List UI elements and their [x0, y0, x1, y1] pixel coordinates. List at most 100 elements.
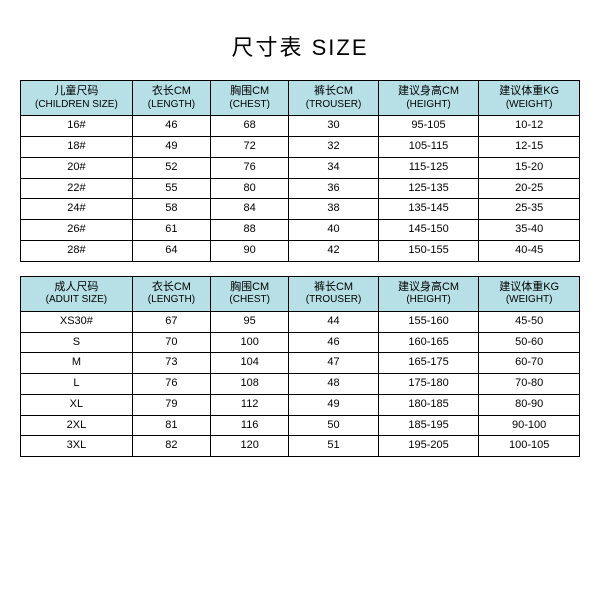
- adult-cell: 60-70: [479, 353, 580, 374]
- children-header-0-l2: (CHILDREN SIZE): [23, 99, 130, 112]
- adult-cell: 81: [132, 415, 210, 436]
- children-cell: 115-125: [378, 157, 479, 178]
- adult-header-3-l2: (TROUSER): [291, 294, 375, 307]
- children-cell: 34: [289, 157, 378, 178]
- adult-cell: 90-100: [479, 415, 580, 436]
- children-header-1: 衣长CM(LENGTH): [132, 81, 210, 116]
- adult-cell: 100: [211, 332, 289, 353]
- adult-cell: 48: [289, 374, 378, 395]
- adult-cell: S: [21, 332, 133, 353]
- children-cell: 95-105: [378, 116, 479, 137]
- adult-cell: 3XL: [21, 436, 133, 457]
- children-cell: 35-40: [479, 220, 580, 241]
- children-cell: 36: [289, 178, 378, 199]
- adult-cell: 47: [289, 353, 378, 374]
- table-row: XS30#679544155-16045-50: [21, 311, 580, 332]
- adult-cell: 51: [289, 436, 378, 457]
- children-cell: 22#: [21, 178, 133, 199]
- adult-cell: 50: [289, 415, 378, 436]
- children-cell: 58: [132, 199, 210, 220]
- children-cell: 90: [211, 240, 289, 261]
- table-row: 24#588438135-14525-35: [21, 199, 580, 220]
- children-header-3-l2: (TROUSER): [291, 99, 375, 112]
- children-header-4: 建议身高CM(HEIGHT): [378, 81, 479, 116]
- adult-cell: 2XL: [21, 415, 133, 436]
- children-cell: 18#: [21, 137, 133, 158]
- adult-header-5-l2: (WEIGHT): [481, 294, 577, 307]
- adult-cell: 46: [289, 332, 378, 353]
- children-cell: 68: [211, 116, 289, 137]
- adult-header-1-l1: 衣长CM: [135, 281, 208, 295]
- table-row: XL7911249180-18580-90: [21, 394, 580, 415]
- children-cell: 24#: [21, 199, 133, 220]
- table-row: S7010046160-16550-60: [21, 332, 580, 353]
- adult-header-1: 衣长CM(LENGTH): [132, 276, 210, 311]
- children-cell: 105-115: [378, 137, 479, 158]
- children-header-5-l2: (WEIGHT): [481, 99, 577, 112]
- adult-cell: 44: [289, 311, 378, 332]
- adult-header-4-l2: (HEIGHT): [381, 294, 477, 307]
- adult-cell: 108: [211, 374, 289, 395]
- children-header-row: 儿童尺码(CHILDREN SIZE)衣长CM(LENGTH)胸围CM(CHES…: [21, 81, 580, 116]
- table-row: 16#46683095-10510-12: [21, 116, 580, 137]
- children-cell: 84: [211, 199, 289, 220]
- adult-header-0-l1: 成人尺码: [23, 281, 130, 295]
- adult-header-2-l1: 胸围CM: [213, 281, 286, 295]
- adult-cell: XL: [21, 394, 133, 415]
- children-size-table: 儿童尺码(CHILDREN SIZE)衣长CM(LENGTH)胸围CM(CHES…: [20, 80, 580, 262]
- children-cell: 32: [289, 137, 378, 158]
- adult-cell: 116: [211, 415, 289, 436]
- children-cell: 49: [132, 137, 210, 158]
- adult-cell: 82: [132, 436, 210, 457]
- adult-header-4: 建议身高CM(HEIGHT): [378, 276, 479, 311]
- adult-cell: 175-180: [378, 374, 479, 395]
- children-header-3: 裤长CM(TROUSER): [289, 81, 378, 116]
- children-cell: 46: [132, 116, 210, 137]
- children-header-0: 儿童尺码(CHILDREN SIZE): [21, 81, 133, 116]
- adult-cell: 112: [211, 394, 289, 415]
- table-row: 2XL8111650185-19590-100: [21, 415, 580, 436]
- adult-header-3-l1: 裤长CM: [291, 281, 375, 295]
- adult-cell: 70-80: [479, 374, 580, 395]
- table-row: 3XL8212051195-205100-105: [21, 436, 580, 457]
- children-header-2-l1: 胸围CM: [213, 85, 286, 99]
- children-cell: 38: [289, 199, 378, 220]
- children-header-2-l2: (CHEST): [213, 99, 286, 112]
- adult-cell: 73: [132, 353, 210, 374]
- children-header-5: 建议体重KG(WEIGHT): [479, 81, 580, 116]
- adult-header-4-l1: 建议身高CM: [381, 281, 477, 295]
- adult-cell: 70: [132, 332, 210, 353]
- children-cell: 52: [132, 157, 210, 178]
- children-cell: 28#: [21, 240, 133, 261]
- children-header-1-l2: (LENGTH): [135, 99, 208, 112]
- children-header-0-l1: 儿童尺码: [23, 85, 130, 99]
- table-row: 26#618840145-15035-40: [21, 220, 580, 241]
- adult-size-table: 成人尺码(ADUIT SIZE)衣长CM(LENGTH)胸围CM(CHEST)裤…: [20, 276, 580, 458]
- adult-header-3: 裤长CM(TROUSER): [289, 276, 378, 311]
- children-cell: 10-12: [479, 116, 580, 137]
- children-cell: 88: [211, 220, 289, 241]
- table-row: L7610848175-18070-80: [21, 374, 580, 395]
- children-cell: 64: [132, 240, 210, 261]
- adult-cell: 160-165: [378, 332, 479, 353]
- adult-cell: M: [21, 353, 133, 374]
- children-cell: 20-25: [479, 178, 580, 199]
- adult-cell: 155-160: [378, 311, 479, 332]
- adult-cell: XS30#: [21, 311, 133, 332]
- adult-cell: 100-105: [479, 436, 580, 457]
- children-cell: 135-145: [378, 199, 479, 220]
- adult-cell: 45-50: [479, 311, 580, 332]
- adult-cell: 67: [132, 311, 210, 332]
- adult-header-row: 成人尺码(ADUIT SIZE)衣长CM(LENGTH)胸围CM(CHEST)裤…: [21, 276, 580, 311]
- children-cell: 16#: [21, 116, 133, 137]
- table-row: 22#558036125-13520-25: [21, 178, 580, 199]
- adult-cell: 104: [211, 353, 289, 374]
- children-cell: 42: [289, 240, 378, 261]
- table-row: 18#497232105-11512-15: [21, 137, 580, 158]
- children-cell: 30: [289, 116, 378, 137]
- children-cell: 150-155: [378, 240, 479, 261]
- children-cell: 25-35: [479, 199, 580, 220]
- adult-header-2-l2: (CHEST): [213, 294, 286, 307]
- children-cell: 20#: [21, 157, 133, 178]
- children-cell: 40: [289, 220, 378, 241]
